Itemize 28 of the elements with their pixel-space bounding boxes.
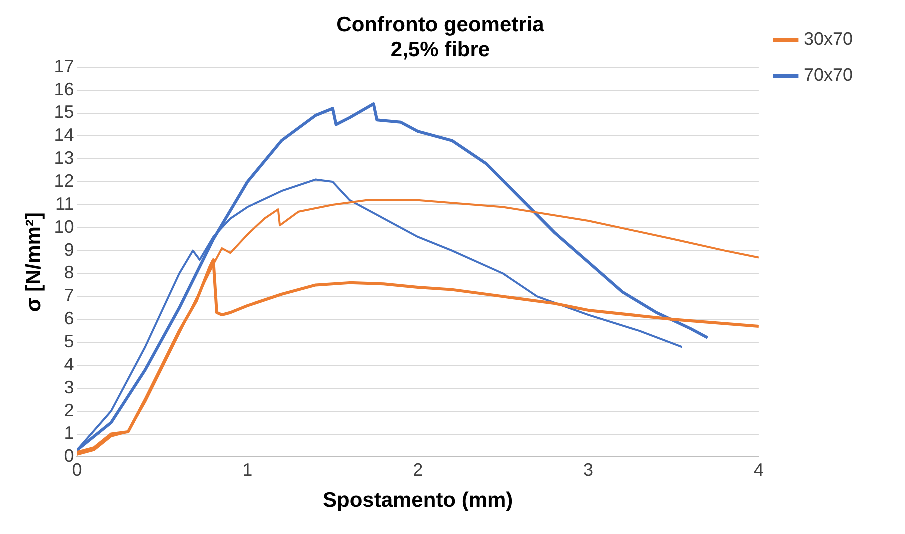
y-tick-label: 7 [64, 286, 74, 306]
y-axis-title: σ [N/mm²] [22, 212, 46, 312]
y-tick-label: 9 [64, 240, 74, 260]
x-tick-label: 3 [584, 460, 594, 480]
y-tick-label: 13 [54, 148, 74, 168]
y-tick-label: 5 [64, 332, 74, 352]
y-tick-label: 16 [54, 79, 74, 100]
y-tick-label: 4 [64, 354, 74, 374]
x-tick-label: 2 [413, 460, 424, 480]
chart-title: Confronto geometria [336, 13, 545, 36]
y-tick-label: 10 [54, 216, 74, 237]
y-tick-label: 8 [64, 262, 74, 283]
y-tick-label: 17 [54, 56, 74, 76]
y-tick-label: 12 [54, 171, 74, 192]
y-tick-label: 15 [54, 102, 74, 122]
x-tick-label: 4 [754, 460, 764, 480]
y-tick-label: 6 [64, 308, 74, 329]
y-tick-label: 1 [64, 423, 74, 444]
y-tick-label: 3 [64, 377, 74, 398]
y-tick-label: 11 [56, 194, 74, 214]
x-axis-title: Spostamento (mm) [322, 489, 514, 512]
legend-label: 30x70 [804, 28, 854, 49]
y-tick-label: 14 [54, 125, 74, 146]
legend-label: 70x70 [804, 64, 854, 85]
y-tick-label: 0 [64, 446, 74, 466]
x-tick-label: 1 [242, 460, 253, 480]
y-tick-label: 2 [64, 400, 74, 420]
chart-subtitle: 2,5% fibre [390, 38, 490, 62]
